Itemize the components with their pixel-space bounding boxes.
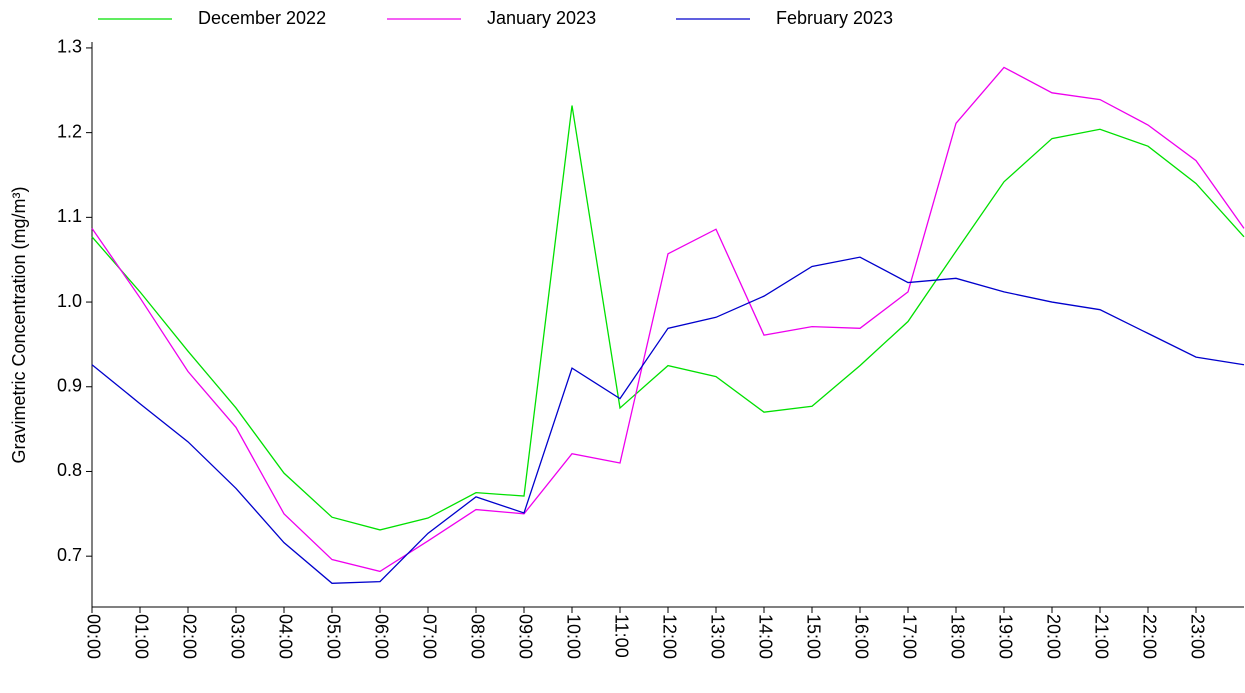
- x-tick-label: 03:00: [227, 614, 247, 659]
- x-tick-label: 20:00: [1043, 614, 1063, 659]
- y-tick-label: 1.3: [57, 37, 82, 57]
- x-tick-label: 17:00: [899, 614, 919, 659]
- line-series: [91, 105, 1245, 531]
- x-tick-label: 16:00: [851, 614, 871, 659]
- y-tick-label: 1.1: [57, 206, 82, 226]
- x-tick-label: 21:00: [1091, 614, 1111, 659]
- x-tick-label: 08:00: [467, 614, 487, 659]
- x-tick-label: 18:00: [947, 614, 967, 659]
- legend-label: January 2023: [487, 8, 596, 28]
- x-tick-label: 07:00: [419, 614, 439, 659]
- x-tick-label: 23:00: [1187, 614, 1207, 659]
- y-tick-label: 1.2: [57, 121, 82, 141]
- x-tick-label: 00:00: [83, 614, 103, 659]
- x-tick-label: 01:00: [131, 614, 151, 659]
- legend-label: December 2022: [198, 8, 326, 28]
- x-tick-label: 09:00: [515, 614, 535, 659]
- x-tick-label: 04:00: [275, 614, 295, 659]
- x-tick-label: 15:00: [803, 614, 823, 659]
- x-tick-label: 14:00: [755, 614, 775, 659]
- x-tick-label: 02:00: [179, 614, 199, 659]
- x-tick-label: 22:00: [1139, 614, 1159, 659]
- x-tick-label: 19:00: [995, 614, 1015, 659]
- x-tick-label: 13:00: [707, 614, 727, 659]
- y-tick-label: 0.9: [57, 376, 82, 396]
- x-tick-label: 05:00: [323, 614, 343, 659]
- y-tick-label: 0.7: [57, 545, 82, 565]
- x-tick-label: 12:00: [659, 614, 679, 659]
- x-tick-label: 10:00: [563, 614, 583, 659]
- legend-label: February 2023: [776, 8, 893, 28]
- line-series: [91, 66, 1245, 573]
- x-tick-label: 11:00: [611, 614, 631, 658]
- y-tick-label: 0.8: [57, 460, 82, 480]
- x-tick-label: 06:00: [371, 614, 391, 659]
- line-series: [91, 256, 1245, 584]
- y-axis-label: Gravimetric Concentration (mg/m³): [9, 186, 29, 463]
- y-tick-label: 1.0: [57, 291, 82, 311]
